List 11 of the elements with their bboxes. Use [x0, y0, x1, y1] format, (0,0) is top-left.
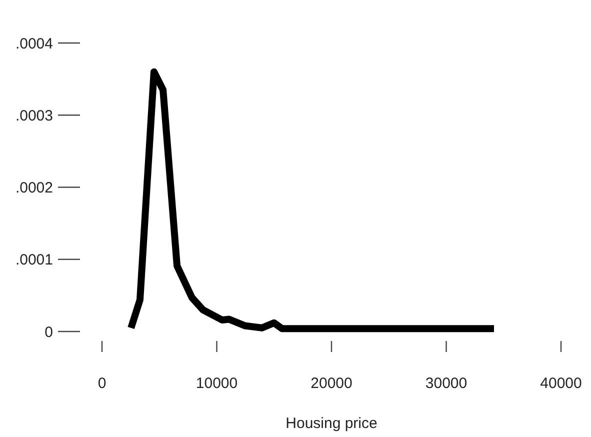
x-tick-label: 10000	[196, 375, 238, 392]
x-tick-label: 0	[98, 375, 106, 392]
y-tick-label: .0001	[15, 252, 53, 269]
y-tick-label: .0004	[15, 35, 53, 52]
x-tick-label: 20000	[310, 375, 352, 392]
y-tick-label: .0003	[15, 107, 53, 124]
y-tick-label: .0002	[15, 180, 53, 196]
x-axis-title: Housing price	[286, 415, 378, 432]
x-tick-label: 30000	[425, 375, 468, 392]
x-tick-label: 40000	[540, 375, 582, 392]
y-tick-label: 0	[44, 324, 53, 341]
